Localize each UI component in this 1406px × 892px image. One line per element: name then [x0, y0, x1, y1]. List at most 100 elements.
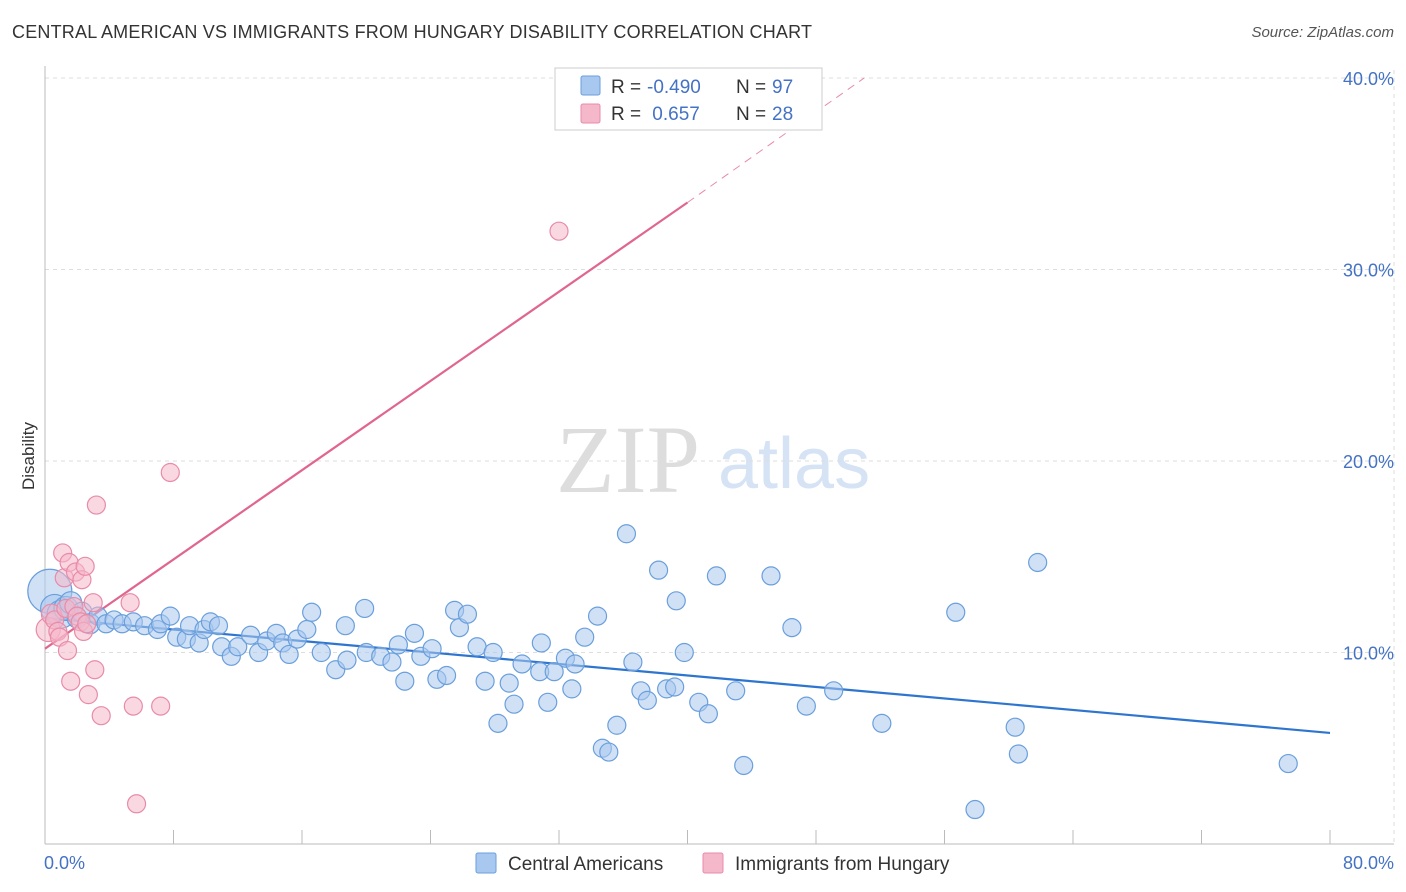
data-point-central-americans [698, 704, 718, 724]
data-point-central-americans [467, 637, 487, 657]
x-tick-label-max: 80.0% [1343, 853, 1394, 873]
data-point-central-americans [311, 642, 331, 663]
y-tick-label: 10.0% [1343, 644, 1394, 664]
data-point-central-americans [607, 715, 627, 735]
data-point-central-americans [761, 566, 781, 586]
legend-swatch-pink [580, 103, 601, 124]
data-point-central-americans [488, 713, 508, 733]
data-point-immigrants-from-hungary [83, 593, 103, 613]
data-point-central-americans [388, 635, 408, 655]
data-point-central-americans [1008, 744, 1028, 764]
data-point-central-americans [337, 650, 357, 670]
data-point-immigrants-from-hungary [57, 640, 78, 661]
data-point-central-americans [241, 625, 261, 645]
data-point-central-americans [623, 652, 643, 672]
data-point-central-americans [279, 644, 299, 665]
data-point-immigrants-from-hungary [78, 685, 98, 705]
series-immigrants-from-hungary [35, 221, 569, 814]
data-point-central-americans [228, 637, 248, 657]
data-point-central-americans [302, 602, 322, 622]
data-point-central-americans [504, 694, 524, 714]
data-point-central-americans [160, 606, 180, 626]
data-point-central-americans [734, 755, 754, 776]
y-tick-label: 40.0% [1343, 69, 1394, 89]
data-point-central-americans [475, 671, 495, 691]
y-tick-label: 30.0% [1343, 261, 1394, 281]
data-point-immigrants-from-hungary [123, 696, 143, 716]
data-point-central-americans [1278, 753, 1298, 774]
legend-r-value-pink: 0.657 [647, 104, 700, 125]
y-tick-labels: 10.0% 20.0% 30.0% 40.0% [1343, 69, 1394, 664]
watermark-atlas: atlas [718, 424, 870, 504]
data-point-central-americans [544, 662, 564, 682]
y-axis-title: Disability [19, 421, 38, 490]
data-point-central-americans [382, 652, 402, 672]
data-point-immigrants-from-hungary [160, 462, 180, 483]
data-point-central-americans [562, 679, 582, 699]
trend-line-central-americans [44, 616, 1331, 735]
data-point-central-americans [1028, 552, 1048, 573]
data-point-immigrants-from-hungary [77, 614, 97, 634]
data-point-central-americans [575, 627, 595, 647]
legend-n-value-blue: 97 [772, 77, 793, 98]
series-legend: Central Americans Immigrants from Hungar… [475, 852, 950, 875]
data-point-immigrants-from-hungary [86, 495, 107, 515]
data-point-central-americans [946, 602, 966, 622]
axes [44, 66, 1394, 845]
data-point-central-americans [297, 619, 317, 640]
data-point-immigrants-from-hungary [120, 593, 140, 613]
legend-r-label-pink: R = [611, 104, 641, 125]
legend-n-label-pink: N = [736, 104, 766, 125]
data-point-central-americans [565, 654, 585, 674]
data-point-central-americans [706, 566, 727, 586]
data-point-immigrants-from-hungary [61, 671, 81, 691]
data-point-central-americans [355, 598, 375, 619]
stats-legend: R = -0.490 N = 97 R = 0.657 N = 28 [554, 67, 823, 131]
trend-line-immigrants-from-hungary [44, 201, 689, 650]
data-point-central-americans [512, 654, 532, 674]
legend-swatch-blue [580, 75, 601, 96]
data-point-central-americans [436, 665, 457, 686]
data-point-central-americans [404, 623, 425, 643]
data-point-immigrants-from-hungary [151, 696, 171, 716]
data-point-central-americans [616, 524, 637, 544]
data-point-central-americans [965, 799, 985, 820]
data-point-central-americans [457, 604, 478, 624]
data-point-central-americans [483, 642, 503, 663]
data-point-central-americans [637, 690, 657, 710]
legend-r-label-blue: R = [611, 77, 641, 98]
legend-n-label-blue: N = [736, 77, 766, 98]
chart-title: CENTRAL AMERICAN VS IMMIGRANTS FROM HUNG… [12, 22, 813, 42]
data-point-immigrants-from-hungary [126, 794, 147, 814]
data-point-central-americans [208, 616, 229, 636]
data-point-central-americans [499, 673, 519, 693]
legend-n-value-pink: 28 [772, 104, 793, 125]
data-point-central-americans [665, 677, 685, 697]
data-point-central-americans [1005, 717, 1025, 737]
source-credit: Source: ZipAtlas.com [1251, 24, 1394, 41]
data-point-central-americans [782, 618, 802, 638]
data-point-central-americans [726, 681, 746, 701]
data-point-central-americans [531, 633, 551, 653]
data-point-immigrants-from-hungary [75, 556, 95, 576]
y-tick-label: 20.0% [1343, 452, 1394, 472]
bottom-legend-swatch-blue [475, 852, 497, 874]
data-point-central-americans [538, 692, 558, 712]
data-point-central-americans [796, 696, 816, 716]
data-point-central-americans [599, 742, 619, 762]
series-central-americans [27, 524, 1298, 820]
watermark-zip: ZIP [556, 406, 700, 513]
data-point-central-americans [335, 616, 355, 636]
bottom-legend-label-blue: Central Americans [508, 854, 663, 875]
data-point-central-americans [422, 639, 442, 659]
data-point-central-americans [587, 606, 608, 626]
data-point-central-americans [666, 591, 686, 611]
data-point-central-americans [648, 560, 669, 580]
bottom-legend-swatch-pink [702, 852, 724, 874]
data-point-immigrants-from-hungary [549, 221, 569, 241]
data-point-central-americans [674, 642, 694, 663]
legend-r-value-blue: -0.490 [647, 77, 701, 98]
data-point-central-americans [872, 713, 892, 733]
data-point-central-americans [395, 671, 415, 691]
